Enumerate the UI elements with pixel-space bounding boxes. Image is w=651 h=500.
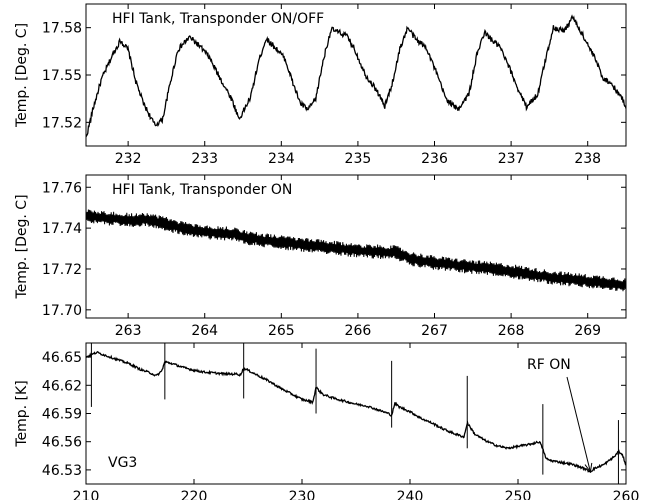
x-tick-label: 230 [289, 489, 316, 500]
y-tick-label: 17.58 [42, 21, 82, 37]
y-tick-label: 17.55 [42, 68, 82, 84]
y-tick-label: 17.74 [42, 221, 82, 237]
series-line [86, 14, 626, 138]
y-tick-label: 46.56 [42, 435, 82, 451]
y-tick-label: 17.52 [42, 115, 82, 131]
x-tick-label: 236 [421, 151, 448, 167]
y-tick-label: 46.59 [42, 407, 82, 423]
x-tick-label: 233 [191, 151, 218, 167]
y-tick-label: 17.70 [42, 303, 82, 319]
rf-on-arrow [566, 376, 591, 472]
x-tick-label: 240 [397, 489, 424, 500]
x-tick-label: 250 [505, 489, 532, 500]
x-tick-label: 238 [574, 151, 601, 167]
panel-2: 263 264 265 266 267 268 269 17.70 17.72 17.74 17.7… [14, 174, 627, 339]
y-tick-label: 46.65 [42, 350, 82, 366]
panel-annotation: HFI Tank, Transponder ON [112, 182, 292, 198]
x-tick-label: 265 [268, 323, 295, 339]
x-tick-label: 235 [345, 151, 372, 167]
y-tick-label: 17.76 [42, 180, 82, 196]
rf-on-label: RF ON [527, 357, 571, 373]
panel-annotation: HFI Tank, Transponder ON/OFF [112, 11, 324, 27]
panel-1: 232 233 234 235 236 237 238 17.52 17.55 17.58 Temp… [14, 3, 627, 167]
x-tick-label: 237 [498, 151, 525, 167]
series-line [86, 209, 626, 292]
rf-on-arrowhead [584, 462, 593, 474]
x-tick-label: 210 [73, 489, 100, 500]
x-tick-label: 268 [498, 323, 525, 339]
x-tick-label: 234 [268, 151, 295, 167]
y-axis-label: Temp. [K] [14, 380, 30, 447]
x-tick-label: 269 [574, 323, 601, 339]
x-tick-label: 220 [181, 489, 208, 500]
x-tick-label: 266 [345, 323, 372, 339]
x-tick-label: 264 [191, 323, 218, 339]
y-tick-label: 46.62 [42, 378, 82, 394]
x-tick-label: 267 [421, 323, 448, 339]
y-tick-label: 17.72 [42, 262, 82, 278]
y-tick-label: 46.53 [42, 463, 82, 479]
series-line [86, 351, 626, 474]
x-tick-label: 260 [613, 489, 640, 500]
x-tick-label: 232 [115, 151, 142, 167]
y-axis-label: Temp. [Deg. C] [14, 23, 30, 128]
y-axis-label: Temp. [Deg. C] [14, 194, 30, 299]
panel-annotation: VG3 [108, 455, 137, 471]
x-tick-label: 263 [115, 323, 142, 339]
panel-3: 210 220 230 240 250 260 46.53 46.56 46.59 46.62 46… [14, 342, 639, 500]
plot-frame [85, 174, 627, 319]
